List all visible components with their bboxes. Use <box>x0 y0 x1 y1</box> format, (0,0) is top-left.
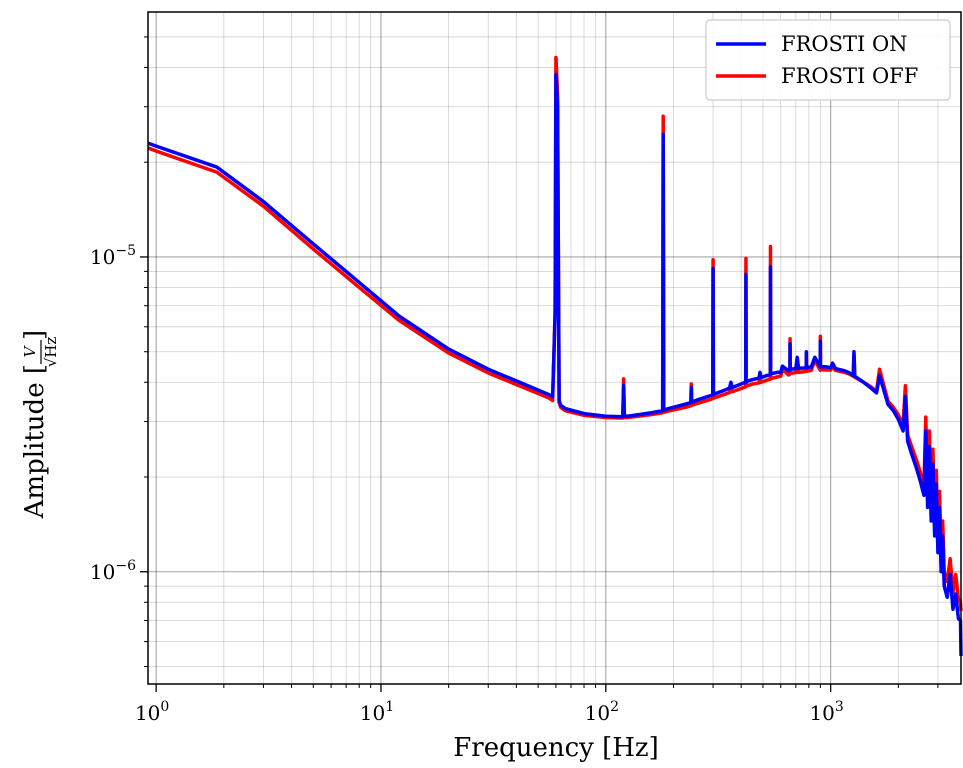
y-axis-label: Amplitude [ V √Hz ] <box>20 330 60 520</box>
y-axis-label-suffix: ] <box>20 330 50 340</box>
y-tick-label: 10−5 <box>90 243 136 269</box>
plot-frame <box>147 11 962 685</box>
y-tick-label: 10−6 <box>90 558 136 584</box>
x-tick-label: 100 <box>135 699 169 725</box>
x-axis-label: Frequency [Hz] <box>453 733 659 763</box>
y-axis-label-prefix: Amplitude [ <box>20 364 50 519</box>
legend-box <box>705 19 951 101</box>
y-axis-label-denominator: √Hz <box>42 337 60 368</box>
legend-label-frosti-on: FROSTI ON <box>781 32 908 56</box>
y-axis-label-numerator: V <box>21 344 39 357</box>
series-layer <box>147 55 963 657</box>
x-tick-label: 101 <box>360 699 394 725</box>
x-tick-label: 102 <box>585 699 619 725</box>
axis-tick-labels: 100 101 102 103 10−6 10−5 <box>90 243 844 725</box>
legend-label-frosti-off: FROSTI OFF <box>781 64 918 88</box>
legend: FROSTI ON FROSTI OFF <box>705 19 951 101</box>
grid-lines <box>148 12 961 684</box>
axis-ticks <box>140 36 939 692</box>
series-line-frosti-on <box>147 72 963 657</box>
x-tick-label: 103 <box>809 699 843 725</box>
